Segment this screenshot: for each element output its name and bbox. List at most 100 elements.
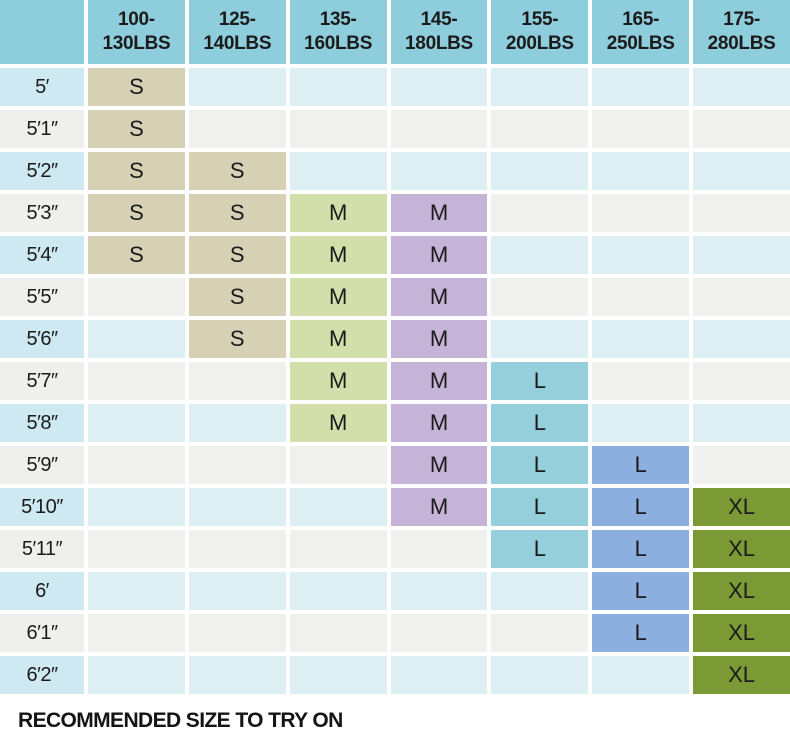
empty-cell [693, 278, 790, 316]
weight-header-cell: 155- 200LBS [491, 0, 589, 64]
height-label-cell: 5′2″ [0, 152, 84, 190]
weight-header-cell: 145- 180LBS [390, 0, 488, 64]
size-cell: L [592, 530, 690, 568]
height-label-cell: 5′6″ [0, 320, 84, 358]
empty-cell [188, 656, 286, 694]
weight-range-line2: 200LBS [505, 33, 574, 54]
height-label-cell: 5′ [0, 68, 84, 106]
empty-cell [592, 194, 690, 232]
empty-cell [289, 110, 387, 148]
size-cell: M [390, 194, 488, 232]
empty-cell [289, 572, 387, 610]
weight-range-line1: 145- [420, 9, 458, 31]
empty-cell [188, 446, 286, 484]
height-label-cell: 5′8″ [0, 404, 84, 442]
size-cell: L [592, 572, 690, 610]
weight-range-line1: 100- [118, 9, 155, 31]
empty-cell [693, 194, 790, 232]
empty-cell [188, 488, 286, 526]
size-cell: M [289, 278, 387, 316]
empty-cell [390, 656, 488, 694]
weight-header-cell: 125- 140LBS [188, 0, 286, 64]
weight-range-line1: 135- [319, 9, 357, 31]
weight-range-line2: 130LBS [102, 33, 171, 54]
size-cell: S [188, 320, 286, 358]
size-cell: M [390, 320, 488, 358]
weight-range-line2: 250LBS [606, 33, 675, 54]
empty-cell [390, 110, 488, 148]
size-cell: L [491, 488, 589, 526]
height-label-cell: 5′3″ [0, 194, 84, 232]
size-cell: S [188, 236, 286, 274]
empty-cell [188, 404, 286, 442]
height-label-cell: 5′7″ [0, 362, 84, 400]
size-cell: XL [693, 488, 790, 526]
empty-cell [88, 572, 185, 610]
size-cell: S [88, 110, 185, 148]
size-cell: M [390, 362, 488, 400]
size-cell: L [491, 446, 589, 484]
footer-note: RECOMMENDED SIZE TO TRY ON [18, 709, 343, 732]
size-cell: M [390, 404, 488, 442]
empty-cell [592, 236, 690, 274]
size-cell: S [88, 236, 185, 274]
size-cell: L [491, 362, 589, 400]
height-label-cell: 5′1″ [0, 110, 84, 148]
size-cell: XL [693, 614, 790, 652]
empty-cell [88, 488, 185, 526]
empty-cell [592, 320, 690, 358]
empty-cell [289, 656, 387, 694]
empty-cell [491, 320, 589, 358]
empty-cell [88, 446, 185, 484]
size-cell: XL [693, 530, 790, 568]
empty-cell [491, 152, 589, 190]
weight-range-line2: 140LBS [203, 33, 272, 54]
empty-cell [390, 68, 488, 106]
empty-cell [592, 152, 690, 190]
empty-cell [88, 278, 185, 316]
size-cell: L [491, 404, 589, 442]
size-cell: M [390, 446, 488, 484]
height-label-cell: 6′ [0, 572, 84, 610]
size-cell: L [491, 530, 589, 568]
size-cell: S [188, 194, 286, 232]
weight-range-line2: 160LBS [304, 33, 373, 54]
empty-cell [390, 614, 488, 652]
empty-cell [491, 110, 589, 148]
empty-cell [491, 68, 589, 106]
empty-cell [289, 446, 387, 484]
empty-cell [188, 68, 286, 106]
size-cell: S [188, 278, 286, 316]
weight-range-line2: 280LBS [707, 33, 776, 54]
height-label-cell: 5′11″ [0, 530, 84, 568]
size-cell: L [592, 446, 690, 484]
weight-range-line1: 155- [521, 9, 559, 31]
height-label-cell: 6′1″ [0, 614, 84, 652]
empty-cell [289, 152, 387, 190]
empty-cell [693, 320, 790, 358]
empty-cell [592, 362, 690, 400]
size-cell: M [289, 404, 387, 442]
size-cell: M [289, 320, 387, 358]
empty-cell [88, 362, 185, 400]
empty-cell [188, 572, 286, 610]
weight-range-line1: 175- [723, 9, 760, 31]
size-chart-grid: 100- 130LBS 125- 140LBS 135- 160LBS 145- 180LBS… [0, 0, 790, 694]
empty-cell [693, 110, 790, 148]
empty-cell [693, 404, 790, 442]
empty-cell [693, 236, 790, 274]
empty-cell [491, 236, 589, 274]
height-label-cell: 5′5″ [0, 278, 84, 316]
size-cell: M [289, 362, 387, 400]
weight-header-cell: 135- 160LBS [289, 0, 387, 64]
empty-cell [592, 110, 690, 148]
empty-cell [390, 572, 488, 610]
empty-cell [592, 68, 690, 106]
empty-cell [289, 530, 387, 568]
height-label-cell: 5′10″ [0, 488, 84, 526]
empty-cell [390, 152, 488, 190]
empty-cell [88, 614, 185, 652]
empty-cell [88, 656, 185, 694]
empty-cell [592, 278, 690, 316]
size-cell: M [390, 278, 488, 316]
